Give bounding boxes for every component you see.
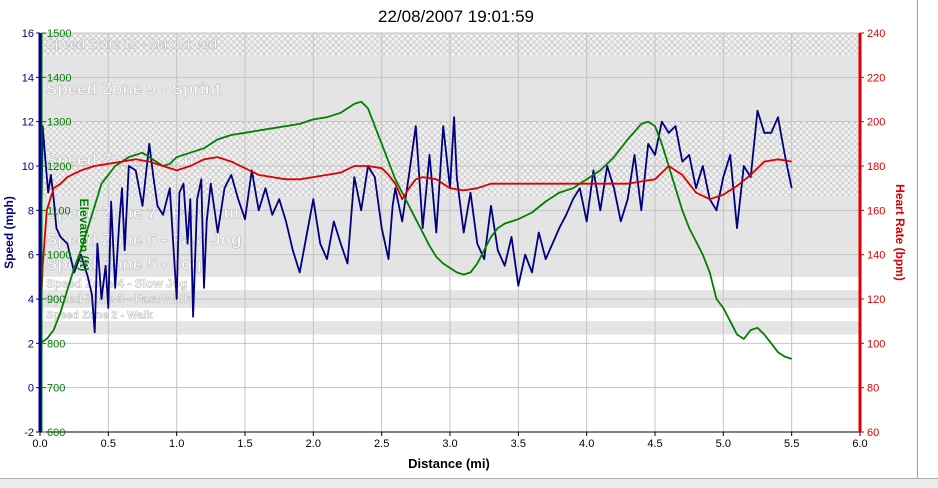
elevation-tick-label: 600: [47, 427, 65, 439]
elevation-tick-label: 900: [47, 294, 65, 306]
series: [39, 100, 793, 360]
elevation-axis-title: Elevation (ft): [77, 199, 91, 272]
x-tick-label: 3.0: [442, 438, 457, 450]
x-tick-label: 5.5: [784, 438, 799, 450]
speed-tick-label: 0: [28, 383, 34, 395]
speed-tick-label: 6: [28, 250, 34, 262]
speed-tick-label: 16: [22, 28, 34, 40]
elevation-tick-label: 1300: [47, 117, 71, 129]
chart-title: 22/08/2007 19:01:59: [378, 7, 534, 26]
elevation-tick-label: 1500: [47, 28, 71, 40]
heart-rate-tick-label: 200: [867, 117, 885, 129]
window-edge-bottom: [0, 478, 938, 488]
speed-zone-label: Speed Zone 9 - Sprint: [46, 79, 221, 98]
x-tick-label: 2.0: [306, 438, 321, 450]
elevation-tick-label: 1400: [47, 72, 71, 84]
speed-tick-label: 10: [22, 161, 34, 173]
window-edge-right: [917, 0, 938, 487]
speed-axis-title: Speed (mph): [2, 196, 16, 269]
x-tick-label: 6.0: [852, 438, 867, 450]
heart-rate-axis-title: Heart Rate (bpm): [893, 184, 907, 281]
heart-rate-tick-label: 220: [867, 72, 885, 84]
speed-tick-label: -2: [24, 427, 34, 439]
axes: 0.0 0.5 1.0 1.5 2.0 2.5 3.0 3.5 4.0 4.5 5.0 5.5 6.0 -…: [2, 28, 907, 450]
heart-rate-tick-label: 100: [867, 338, 885, 350]
heart-rate-tick-label: 180: [867, 161, 885, 173]
elevation-tick-label: 1100: [47, 205, 71, 217]
heart-rate-line: [39, 156, 792, 333]
elevation-tick-label: 700: [47, 383, 65, 395]
speed-line: [39, 109, 793, 334]
elevation-tick-label: 800: [47, 338, 65, 350]
elevation-tick-label: 1200: [47, 161, 71, 173]
heart-rate-tick-label: 60: [867, 427, 879, 439]
x-tick-label: 0.5: [101, 438, 116, 450]
speed-zone-label: Speed Zone 2 - Walk: [46, 309, 153, 321]
heart-rate-tick-label: 160: [867, 205, 885, 217]
heart-rate-tick-label: 240: [867, 28, 885, 40]
speed-tick-label: 8: [28, 205, 34, 217]
speed-zone-label: Speed Zone 10 - Max Speed: [46, 37, 217, 52]
x-tick-label: 2.5: [374, 438, 389, 450]
speed-tick-label: 2: [28, 338, 34, 350]
x-tick-label: 3.5: [511, 438, 526, 450]
speed-tick-label: 4: [28, 294, 34, 306]
x-tick-label: 1.0: [169, 438, 184, 450]
speed-zone-label: Speed Zone 3 - Fast Walk: [46, 292, 191, 306]
elevation-line: [39, 100, 792, 360]
x-tick-label: 4.5: [647, 438, 662, 450]
heart-rate-tick-label: 80: [867, 383, 879, 395]
x-tick-label: 1.5: [237, 438, 252, 450]
speed-tick-label: 14: [22, 72, 34, 84]
heart-rate-tick-label: 140: [867, 250, 885, 262]
x-tick-label: 4.0: [579, 438, 594, 450]
speed-zone-label: Speed Zone 4 - Slow Jog: [46, 277, 187, 291]
x-tick-label: 5.0: [716, 438, 731, 450]
speed-zone-labels: Speed Zone 10 - Max Speed Speed Zone 9 - …: [46, 36, 245, 321]
x-axis-title: Distance (mi): [408, 456, 490, 471]
x-tick-label: 0.0: [32, 438, 47, 450]
heart-rate-tick-label: 120: [867, 294, 885, 306]
elevation-tick-label: 1000: [47, 250, 71, 262]
speed-tick-label: 12: [22, 117, 34, 129]
speed-zone-label: Speed Zone 7 - Fast Run: [46, 204, 244, 223]
speed-zone-label: Speed Zone 6 - Fast Jog: [46, 230, 242, 249]
